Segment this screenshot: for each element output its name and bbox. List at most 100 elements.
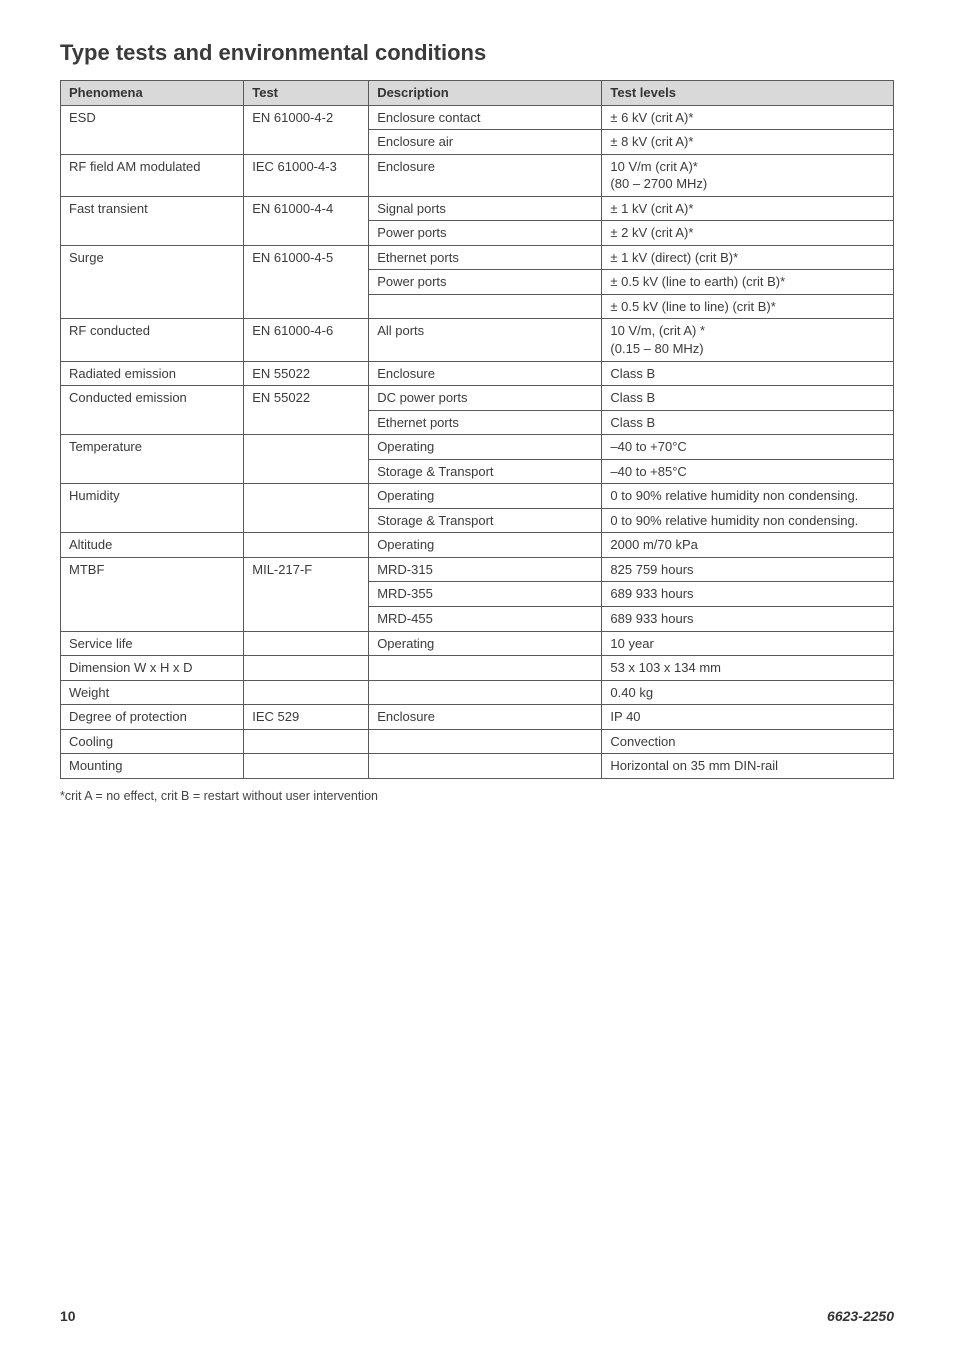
cell-test-levels: 10 V/m (crit A)*(80 – 2700 MHz): [602, 154, 894, 196]
footnote: *crit A = no effect, crit B = restart wi…: [60, 789, 894, 803]
cell-test-levels: 2000 m/70 kPa: [602, 533, 894, 558]
cell-test-levels: Class B: [602, 410, 894, 435]
cell-test-levels: Horizontal on 35 mm DIN-rail: [602, 754, 894, 779]
cell-test-levels: 0 to 90% relative humidity non condensin…: [602, 508, 894, 533]
table-row: Radiated emissionEN 55022EnclosureClass …: [61, 361, 894, 386]
page-footer: 10 6623-2250: [60, 1308, 894, 1324]
cell-test-levels: –40 to +70°C: [602, 435, 894, 460]
cell-phenomena: RF conducted: [61, 319, 244, 361]
cell-phenomena: Mounting: [61, 754, 244, 779]
table-row: Conducted emissionEN 55022DC power ports…: [61, 386, 894, 411]
page-number: 10: [60, 1308, 76, 1324]
table-row: Service life Operating10 year: [61, 631, 894, 656]
col-test: Test: [244, 81, 369, 106]
cell-description: Enclosure contact: [369, 105, 602, 130]
table-header-row: Phenomena Test Description Test levels: [61, 81, 894, 106]
cell-description: Storage & Transport: [369, 459, 602, 484]
cell-description: Operating: [369, 435, 602, 460]
cell-description: [369, 656, 602, 681]
cell-description: Operating: [369, 484, 602, 509]
cell-test-levels: Convection: [602, 729, 894, 754]
cell-test-levels: ± 0.5 kV (line to line) (crit B)*: [602, 294, 894, 319]
cell-test-levels: Class B: [602, 386, 894, 411]
cell-test: MIL-217-F: [244, 557, 369, 631]
cell-test: EN 61000-4-6: [244, 319, 369, 361]
cell-test-levels: –40 to +85°C: [602, 459, 894, 484]
cell-test: [244, 729, 369, 754]
cell-test: EN 55022: [244, 386, 369, 435]
cell-description: MRD-315: [369, 557, 602, 582]
table-row: Dimension W x H x D 53 x 103 x 134 mm: [61, 656, 894, 681]
cell-phenomena: Service life: [61, 631, 244, 656]
cell-test: [244, 754, 369, 779]
cell-phenomena: Dimension W x H x D: [61, 656, 244, 681]
cell-phenomena: Cooling: [61, 729, 244, 754]
cell-test-levels: 0 to 90% relative humidity non condensin…: [602, 484, 894, 509]
cell-description: [369, 294, 602, 319]
cell-test: [244, 533, 369, 558]
cell-description: All ports: [369, 319, 602, 361]
table-row: Cooling Convection: [61, 729, 894, 754]
table-row: MTBFMIL-217-FMRD-315825 759 hours: [61, 557, 894, 582]
cell-description: [369, 680, 602, 705]
doc-id: 6623-2250: [827, 1308, 894, 1324]
table-row: Degree of protectionIEC 529EnclosureIP 4…: [61, 705, 894, 730]
cell-test: [244, 680, 369, 705]
cell-phenomena: Surge: [61, 245, 244, 319]
cell-test: [244, 435, 369, 484]
cell-description: Enclosure: [369, 361, 602, 386]
cell-phenomena: Conducted emission: [61, 386, 244, 435]
cell-test-levels: 0.40 kg: [602, 680, 894, 705]
table-row: RF field AM modulatedIEC 61000-4-3Enclos…: [61, 154, 894, 196]
cell-description: Operating: [369, 533, 602, 558]
cell-description: Power ports: [369, 270, 602, 295]
table-row: SurgeEN 61000-4-5Ethernet ports± 1 kV (d…: [61, 245, 894, 270]
cell-test-levels: 825 759 hours: [602, 557, 894, 582]
page-title: Type tests and environmental conditions: [60, 40, 894, 66]
cell-description: [369, 729, 602, 754]
cell-test-levels: ± 1 kV (direct) (crit B)*: [602, 245, 894, 270]
cell-description: Enclosure: [369, 154, 602, 196]
cell-test-levels: ± 1 kV (crit A)*: [602, 196, 894, 221]
cell-test-levels: 689 933 hours: [602, 607, 894, 632]
cell-phenomena: RF field AM modulated: [61, 154, 244, 196]
cell-test: IEC 61000-4-3: [244, 154, 369, 196]
cell-test: EN 61000-4-2: [244, 105, 369, 154]
cell-phenomena: Humidity: [61, 484, 244, 533]
cell-test: [244, 631, 369, 656]
table-row: RF conductedEN 61000-4-6All ports10 V/m,…: [61, 319, 894, 361]
cell-test-levels: 53 x 103 x 134 mm: [602, 656, 894, 681]
spec-table-body: ESDEN 61000-4-2Enclosure contact± 6 kV (…: [61, 105, 894, 778]
cell-test-levels: IP 40: [602, 705, 894, 730]
cell-description: Operating: [369, 631, 602, 656]
cell-phenomena: Degree of protection: [61, 705, 244, 730]
cell-test-levels: ± 8 kV (crit A)*: [602, 130, 894, 155]
cell-test-levels: 10 year: [602, 631, 894, 656]
cell-test-levels: ± 0.5 kV (line to earth) (crit B)*: [602, 270, 894, 295]
cell-test-levels: Class B: [602, 361, 894, 386]
cell-description: [369, 754, 602, 779]
cell-description: Ethernet ports: [369, 245, 602, 270]
table-row: Mounting Horizontal on 35 mm DIN-rail: [61, 754, 894, 779]
col-test-levels: Test levels: [602, 81, 894, 106]
cell-description: Storage & Transport: [369, 508, 602, 533]
spec-table: Phenomena Test Description Test levels E…: [60, 80, 894, 779]
cell-test-levels: 10 V/m, (crit A) *(0.15 – 80 MHz): [602, 319, 894, 361]
cell-phenomena: Fast transient: [61, 196, 244, 245]
cell-test: EN 55022: [244, 361, 369, 386]
table-row: Weight 0.40 kg: [61, 680, 894, 705]
cell-description: DC power ports: [369, 386, 602, 411]
cell-phenomena: Temperature: [61, 435, 244, 484]
cell-test: [244, 484, 369, 533]
cell-test: EN 61000-4-5: [244, 245, 369, 319]
cell-phenomena: Altitude: [61, 533, 244, 558]
table-row: HumidityOperating0 to 90% relative humid…: [61, 484, 894, 509]
cell-test-levels: 689 933 hours: [602, 582, 894, 607]
col-description: Description: [369, 81, 602, 106]
table-row: Fast transientEN 61000-4-4Signal ports± …: [61, 196, 894, 221]
cell-description: Ethernet ports: [369, 410, 602, 435]
table-row: TemperatureOperating–40 to +70°C: [61, 435, 894, 460]
col-phenomena: Phenomena: [61, 81, 244, 106]
cell-phenomena: ESD: [61, 105, 244, 154]
cell-phenomena: Weight: [61, 680, 244, 705]
